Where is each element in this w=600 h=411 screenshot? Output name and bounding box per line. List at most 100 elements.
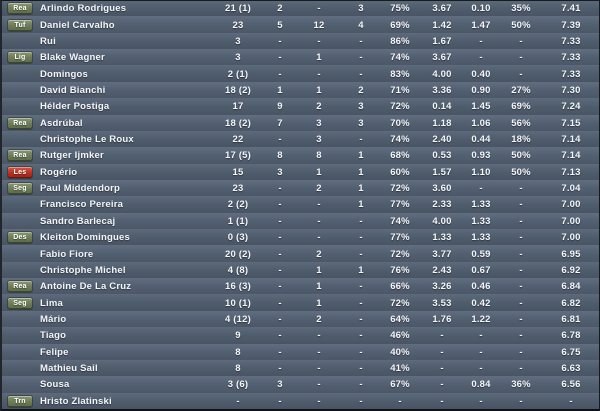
stat-cell: 3.77 — [432, 248, 452, 260]
player-row[interactable]: Rea Antoine De La Cruz 16 (3) - 1 - 66% … — [2, 278, 599, 295]
stat-cell: - — [317, 215, 321, 227]
stat-cell: 0.42 — [471, 297, 491, 309]
stat-cell: - — [278, 248, 282, 260]
stat-cell: 1.76 — [432, 314, 452, 325]
stat-cell: 74% — [390, 215, 410, 227]
player-row[interactable]: Domingos 2 (1) - - - 83% 4.00 0.40 - 7.3… — [2, 65, 599, 82]
player-name: Mathieu Sail — [40, 363, 98, 375]
stat-cell: 23 — [232, 19, 244, 31]
status-badge-cell — [2, 85, 38, 96]
stat-cell: 60% — [390, 166, 410, 178]
stat-cell: - — [359, 363, 363, 375]
stat-cell: 1.33 — [471, 199, 491, 211]
player-row[interactable]: Seg Paul Middendorp 23 - 2 1 72% 3.60 - … — [2, 179, 599, 197]
player-row[interactable]: Tiago 9 - - - 46% - - - 6.78 — [2, 327, 599, 344]
stat-cell: - — [359, 215, 363, 227]
player-name: Christophe Michel — [40, 264, 126, 276]
status-badge-cell: Rea — [2, 117, 38, 129]
stat-cell: 3.67 — [432, 3, 452, 15]
stat-cell: - — [359, 395, 363, 407]
player-row[interactable]: Christophe Michel 4 (8) - 1 1 76% 2.43 0… — [2, 261, 599, 279]
stat-cell: - — [359, 232, 363, 244]
status-badge-cell: Rea — [2, 281, 38, 293]
stat-cell: 3 — [358, 117, 364, 129]
stat-cell: 4.00 — [432, 68, 452, 80]
player-row[interactable]: Mathieu Sail 8 - - - 41% - - - 6.63 — [2, 359, 599, 377]
stat-cell: - — [440, 363, 444, 375]
player-name: Rogério — [40, 166, 78, 178]
player-row[interactable]: Christophe Le Roux 22 - 3 - 74% 2.40 0.4… — [2, 130, 599, 148]
stat-cell: 2 — [316, 314, 322, 325]
stat-cell: 6.95 — [561, 248, 581, 260]
stat-cell: 76% — [390, 264, 410, 276]
player-row[interactable]: Francisco Pereira 2 (2) - - 1 77% 2.33 1… — [2, 196, 599, 213]
player-name: Lima — [40, 297, 63, 309]
player-row[interactable]: Rea Rutger Ijmker 17 (5) 8 8 1 68% 0.53 … — [2, 147, 599, 164]
stat-cell: 3 (6) — [227, 379, 249, 391]
status-badge-cell — [2, 379, 38, 390]
player-name: Hélder Postiga — [40, 101, 110, 113]
stat-cell: 1 — [277, 84, 283, 96]
stat-cell: 9 — [277, 101, 283, 113]
player-row[interactable]: Sandro Barlecaj 1 (1) - - - 74% 4.00 1.3… — [2, 212, 599, 230]
stat-cell: - — [317, 330, 321, 342]
player-name: Kleiton Domingues — [40, 232, 130, 244]
stat-cell: 1.67 — [432, 35, 452, 47]
stat-cell: 5 — [277, 19, 283, 31]
player-row[interactable]: Tuf Daniel Carvalho 23 5 12 4 69% 1.42 1… — [2, 16, 599, 33]
stat-cell: 7.39 — [561, 19, 581, 31]
stat-cell: 1.45 — [471, 101, 491, 113]
player-row[interactable]: Des Kleiton Domingues 0 (3) - - - 77% 1.… — [2, 229, 599, 246]
stat-cell: - — [317, 199, 321, 211]
stat-cell: 3 — [358, 101, 364, 113]
player-row[interactable]: Sousa 3 (6) 3 - - 67% - 0.84 36% 6.56 — [2, 376, 599, 393]
player-row[interactable]: Les Rogério 15 3 1 1 60% 1.57 1.10 50% 7… — [2, 163, 599, 180]
stat-cell: 0.84 — [471, 379, 491, 391]
player-row[interactable]: Lig Blake Wagner 3 - 1 - 74% 3.67 - - 7.… — [2, 49, 599, 66]
player-row[interactable]: Mário 4 (12) - 2 - 64% 1.76 1.22 - 6.81 — [2, 310, 599, 328]
player-row[interactable]: Rea Asdrúbal 18 (2) 7 3 3 70% 1.18 1.06 … — [2, 114, 599, 131]
status-badge-cell — [2, 199, 38, 210]
stat-cell: 3.36 — [432, 84, 452, 96]
stat-cell: 50% — [511, 150, 531, 162]
player-row[interactable]: Rui 3 - - - 86% 1.67 - - 7.33 — [2, 32, 599, 50]
stat-cell: 74% — [390, 134, 410, 146]
stat-cell: 3 — [277, 379, 283, 391]
player-row[interactable]: Rea Arlindo Rodrigues 21 (1) 2 - 3 75% 3… — [2, 1, 599, 17]
stat-cell: 16 (3) — [224, 281, 252, 293]
status-badge-cell: Trn — [2, 395, 38, 407]
stat-cell: 7.04 — [561, 183, 581, 195]
stat-cell: - — [359, 52, 363, 64]
player-row[interactable]: Seg Lima 10 (1) - 1 - 72% 3.53 0.42 - 6.… — [2, 294, 599, 311]
stat-cell: 50% — [511, 19, 531, 31]
stat-cell: - — [278, 330, 282, 342]
stat-cell: 8 — [277, 150, 283, 162]
stat-cell: 21 (1) — [224, 3, 252, 15]
player-name: Domingos — [40, 68, 89, 80]
status-badge: Rea — [8, 150, 32, 162]
stat-cell: 1 — [316, 166, 322, 178]
stat-cell: - — [278, 232, 282, 244]
stat-cell: - — [519, 52, 523, 64]
stat-cell: 2 — [277, 3, 283, 15]
stat-cell: 2.40 — [432, 134, 452, 146]
player-name: David Bianchi — [40, 84, 106, 96]
player-row[interactable]: Trn Hristo Zlatinski - - - - - - - - - — [2, 392, 599, 409]
stat-cell: 2 — [358, 84, 364, 96]
player-row[interactable]: David Bianchi 18 (2) 1 1 2 71% 3.36 0.90… — [2, 81, 599, 99]
player-name: Christophe Le Roux — [40, 134, 134, 146]
stat-cell: 3 — [358, 3, 364, 15]
stat-cell: 6.84 — [561, 281, 581, 293]
player-row[interactable]: Fabio Fiore 20 (2) - 2 - 72% 3.77 0.59 -… — [2, 245, 599, 262]
stat-cell: 18 (2) — [224, 84, 252, 96]
player-row[interactable]: Felipe 8 - - - 40% - - - 6.75 — [2, 343, 599, 360]
stat-cell: 18 (2) — [224, 117, 252, 129]
stat-cell: 1.22 — [471, 314, 491, 325]
stat-cell: 7.33 — [561, 68, 581, 80]
player-row[interactable]: Hélder Postiga 17 9 2 3 72% 0.14 1.45 69… — [2, 98, 599, 115]
stat-cell: 72% — [390, 101, 410, 113]
player-name: Tiago — [40, 330, 67, 342]
status-badge-cell: Seg — [2, 297, 38, 309]
stat-cell: 1 — [358, 264, 364, 276]
stat-cell: - — [519, 199, 523, 211]
